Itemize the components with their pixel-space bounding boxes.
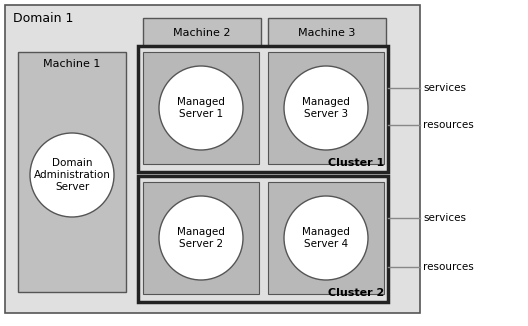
Text: Managed
Server 4: Managed Server 4 [302,227,350,249]
Bar [138,176,388,302]
Text: services: services [423,213,466,223]
Text: Cluster 2: Cluster 2 [328,288,384,298]
Text: Machine 1: Machine 1 [43,59,101,69]
Bar [138,46,388,172]
Text: Machine 2: Machine 2 [173,28,231,38]
Bar [5,5,420,313]
Text: Cluster 1: Cluster 1 [328,158,384,168]
Bar [268,182,384,294]
Circle shape [159,196,243,280]
Bar [143,52,259,164]
Text: Managed
Server 2: Managed Server 2 [177,227,225,249]
Circle shape [159,66,243,150]
Text: Domain 1: Domain 1 [13,11,73,24]
Text: resources: resources [423,262,474,272]
Text: resources: resources [423,120,474,130]
Text: Managed
Server 3: Managed Server 3 [302,97,350,119]
Text: Machine 3: Machine 3 [298,28,356,38]
Circle shape [284,66,368,150]
Bar [268,18,386,48]
Circle shape [284,196,368,280]
Bar [143,18,261,48]
Bar [143,182,259,294]
Bar [18,52,126,292]
Bar [268,52,384,164]
Circle shape [30,133,114,217]
Text: Domain
Administration
Server: Domain Administration Server [34,158,110,192]
Text: services: services [423,82,466,93]
Text: Managed
Server 1: Managed Server 1 [177,97,225,119]
